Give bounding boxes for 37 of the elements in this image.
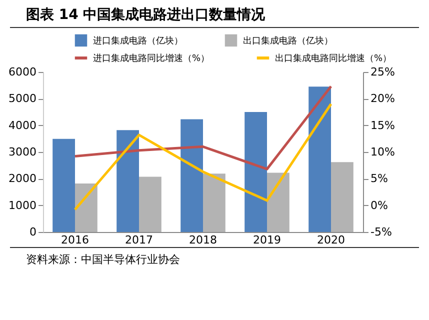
bar xyxy=(308,86,331,232)
x-tick-label: 2018 xyxy=(189,234,217,246)
line-series xyxy=(74,102,332,211)
chart-title: 图表 14 中国集成电路进出口数量情况 xyxy=(10,0,419,28)
y-tick-label: 3000 xyxy=(8,146,36,158)
y-tick-label: 0 xyxy=(30,226,36,238)
bar xyxy=(244,112,267,232)
bar xyxy=(203,174,226,232)
y2-tick-label: -5% xyxy=(370,226,392,238)
bar xyxy=(331,162,354,232)
legend-label: 进口集成电路（亿块） xyxy=(93,35,183,46)
line-series xyxy=(74,85,332,170)
bar xyxy=(180,119,203,232)
y-tick-label: 1000 xyxy=(8,198,36,212)
y2-tick-label: 0% xyxy=(370,198,388,212)
bar xyxy=(139,176,162,232)
y2-tick-label: 20% xyxy=(370,92,395,106)
y-tick-label: 2000 xyxy=(8,172,36,186)
bar xyxy=(267,172,290,232)
y2-tick-label: 25% xyxy=(370,66,395,78)
y2-tick-label: 5% xyxy=(370,172,388,186)
x-tick-label: 2017 xyxy=(125,234,153,246)
y-tick-label: 4000 xyxy=(8,118,36,132)
x-tick-label: 2020 xyxy=(317,234,345,246)
y-tick-label: 6000 xyxy=(8,66,36,78)
bar xyxy=(52,138,75,232)
y2-tick-label: 10% xyxy=(370,146,395,158)
bar xyxy=(116,130,139,232)
legend-label: 进口集成电路同比增速（%） xyxy=(93,53,210,64)
y-tick-label: 5000 xyxy=(8,92,36,106)
x-tick-label: 2019 xyxy=(253,234,281,246)
legend-label: 出口集成电路（亿块） xyxy=(243,35,333,46)
x-tick-label: 2016 xyxy=(61,234,89,246)
legend-label: 出口集成电路同比增速（%） xyxy=(275,53,392,64)
text: 资料来源：中国半导体行业协会 xyxy=(10,247,419,267)
bar xyxy=(75,183,98,232)
y2-tick-label: 15% xyxy=(370,118,395,132)
